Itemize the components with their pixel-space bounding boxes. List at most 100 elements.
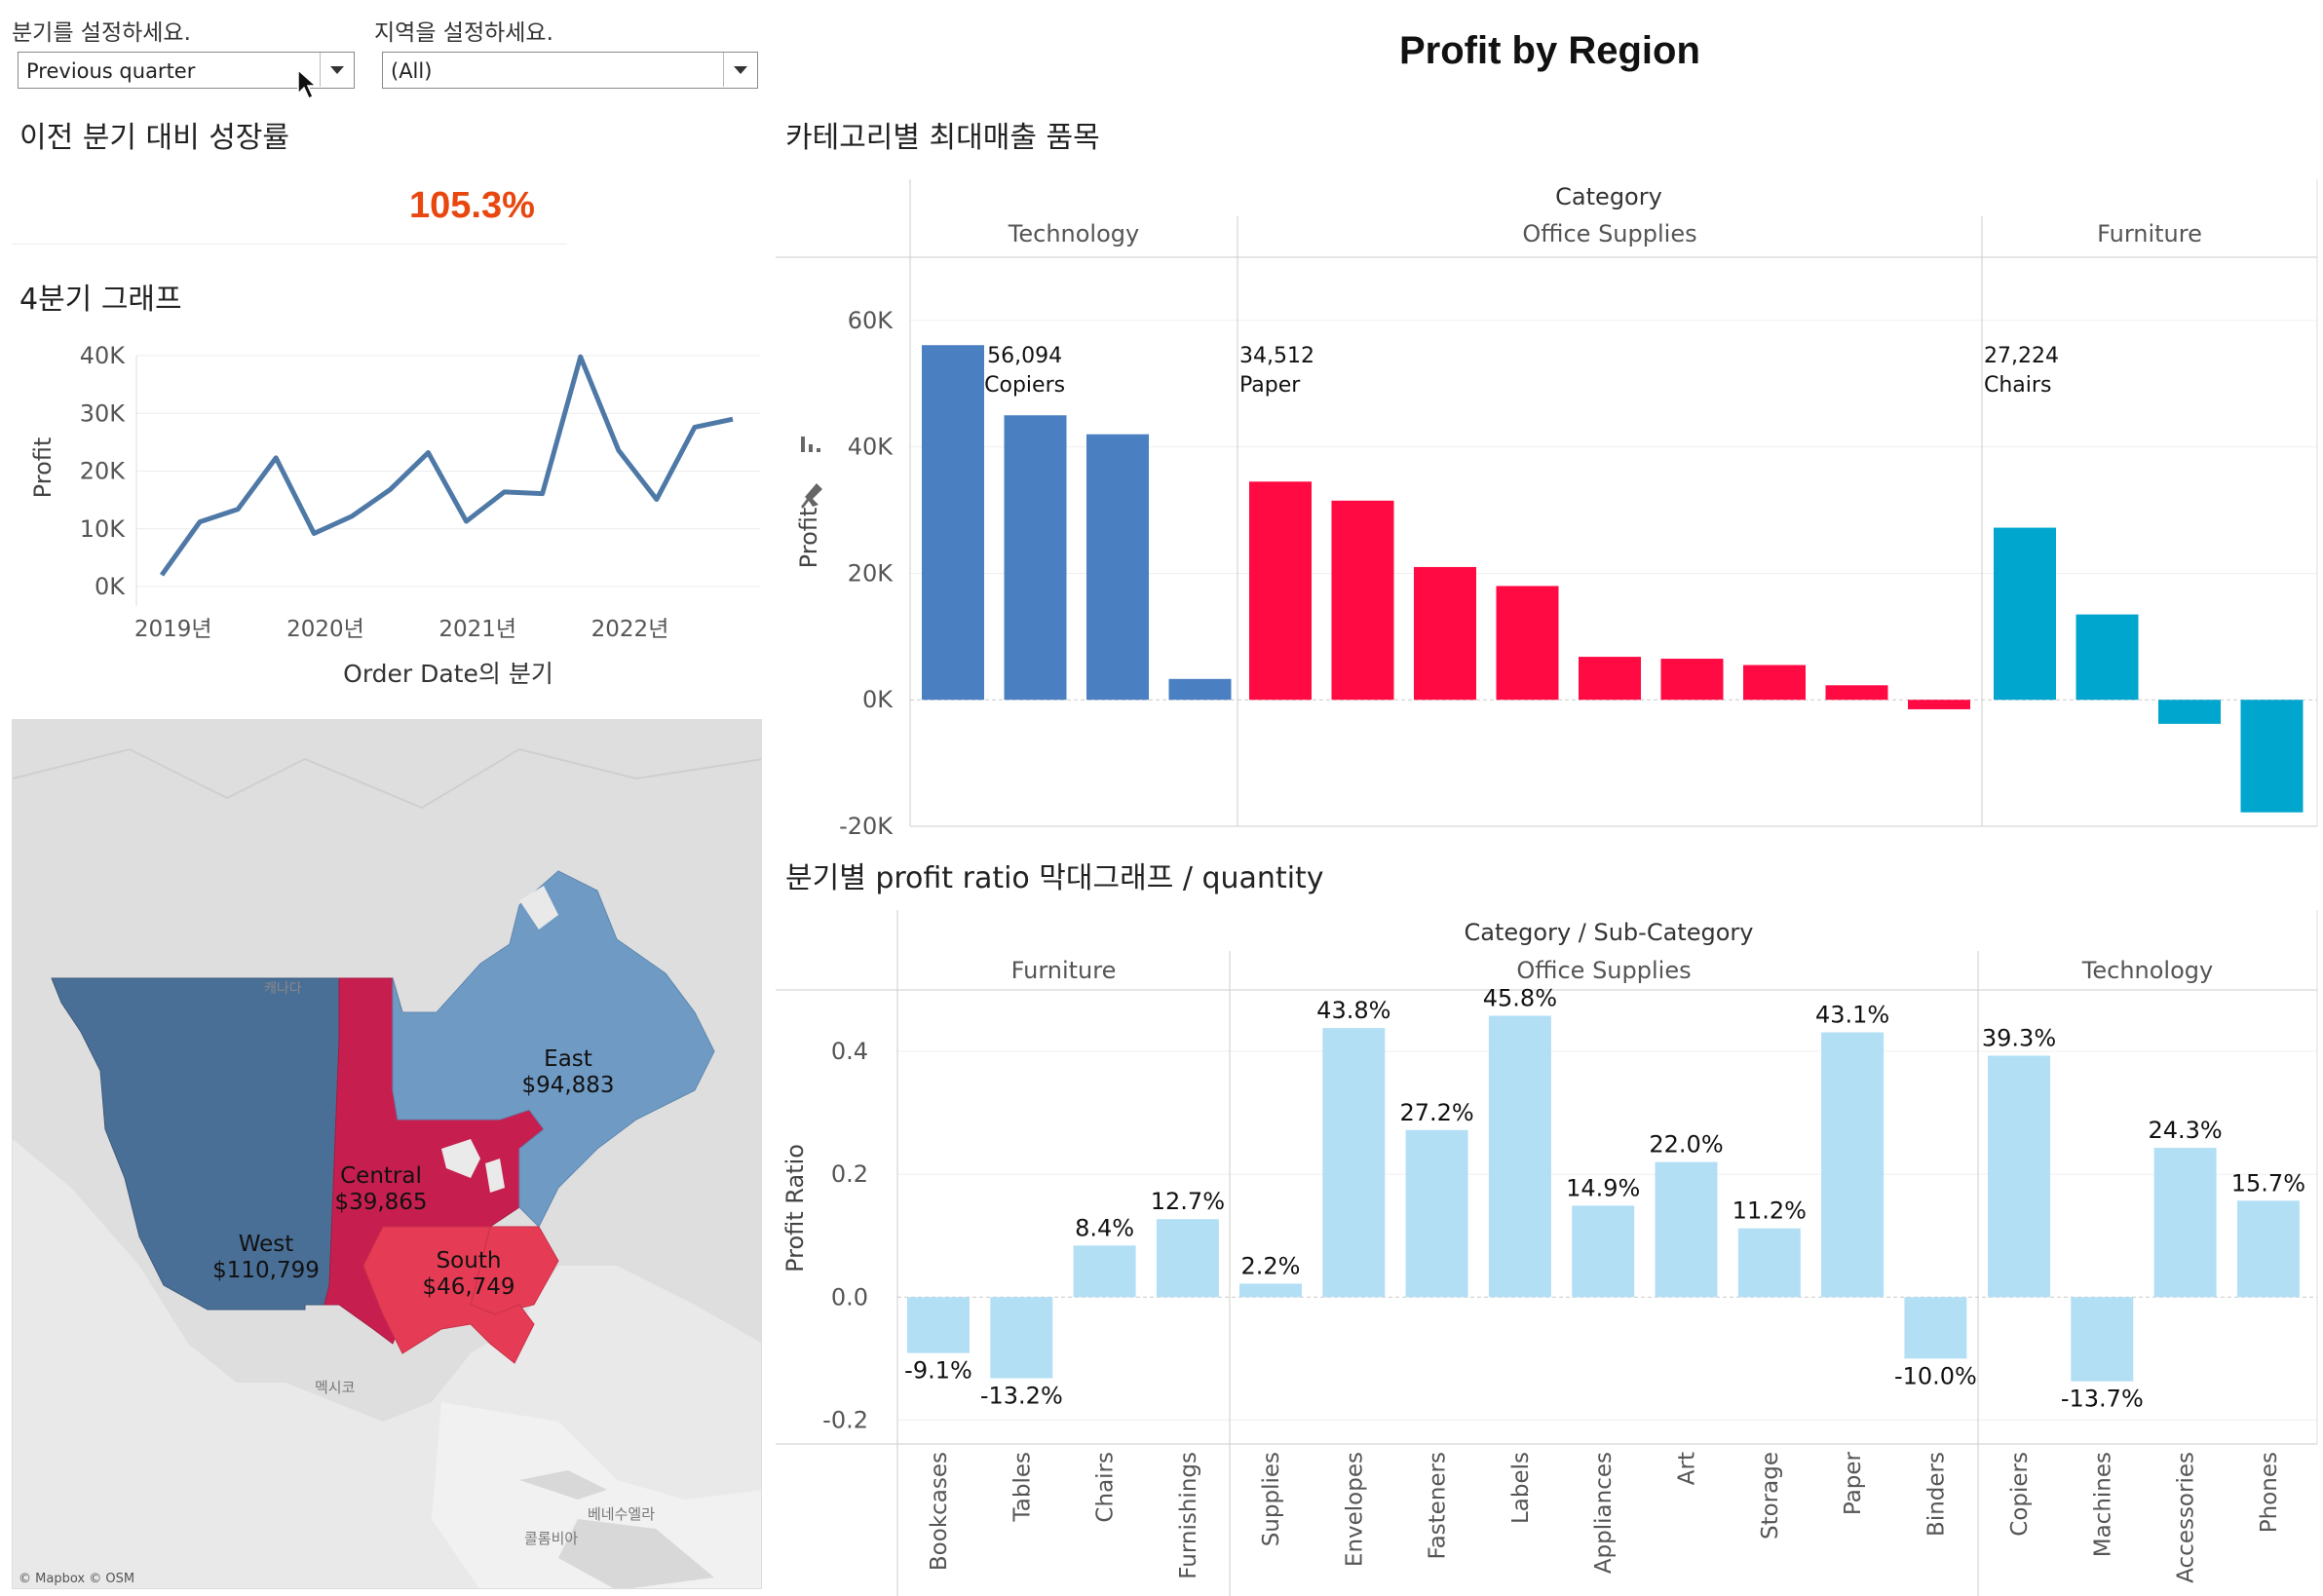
y-tick-label: 30K bbox=[80, 399, 127, 427]
ratio-bar bbox=[990, 1297, 1053, 1379]
quarter-chart-title: 4분기 그래프 bbox=[19, 283, 182, 317]
category-header: Category bbox=[1555, 183, 1662, 210]
sub-category-label: Paper bbox=[1841, 1451, 1866, 1515]
region-dropdown[interactable]: (All) bbox=[382, 52, 758, 89]
bar-annotation-label: Paper bbox=[1239, 373, 1301, 398]
map-label-south: South bbox=[437, 1248, 502, 1273]
x-tick-label: 2019년 bbox=[134, 617, 212, 642]
bar-value-label: 27.2% bbox=[1399, 1099, 1473, 1126]
ratio-bar bbox=[1156, 1219, 1219, 1298]
group-label: Furniture bbox=[1011, 957, 1117, 984]
bar-value-label: 15.7% bbox=[2231, 1169, 2305, 1197]
profit-bar bbox=[1660, 659, 1724, 701]
y-axis-label: Profit bbox=[29, 437, 57, 499]
region-map[interactable]: West $110,799 Central $39,865 East $94,8… bbox=[12, 719, 762, 1589]
bar-annotation-label: Chairs bbox=[1984, 373, 2051, 398]
sub-category-label: Art bbox=[1675, 1452, 1700, 1485]
growth-box bbox=[12, 177, 567, 245]
ratio-header: Category / Sub-Category bbox=[1465, 919, 1754, 946]
y-tick-label: 60K bbox=[848, 307, 895, 334]
ratio-bar-chart: Category / Sub-Category 0.4 0.2 0.0 -0.2 Prof… bbox=[776, 910, 2318, 1596]
bar-value-label: 45.8% bbox=[1483, 984, 1557, 1011]
quarter-line-chart: 0K 10K 20K 30K 40K 2019년 2020년 2021년 2022년 Order … bbox=[29, 342, 760, 688]
sub-category-label: Furnishings bbox=[1176, 1452, 1201, 1579]
bar-annotation-label: Copiers bbox=[984, 373, 1065, 398]
profit-bar bbox=[922, 345, 984, 701]
ratio-bar bbox=[1904, 1297, 1967, 1359]
ratio-chart-title: 분기별 profit ratio 막대그래프 / quantity bbox=[785, 861, 1324, 895]
y-tick-label: 0K bbox=[862, 686, 894, 713]
ratio-bar bbox=[1239, 1283, 1302, 1298]
profit-bar bbox=[1249, 481, 1312, 701]
ratio-bar bbox=[1073, 1245, 1136, 1298]
map-label-west: West bbox=[239, 1232, 294, 1257]
y-tick-label: 20K bbox=[848, 559, 895, 587]
y-tick-label: -20K bbox=[839, 813, 894, 838]
bar-value-label: 8.4% bbox=[1075, 1214, 1134, 1241]
map-credit: © Mapbox © OSM bbox=[19, 1572, 134, 1586]
y-tick-label: 10K bbox=[80, 515, 127, 543]
place-canada: 캐나다 bbox=[264, 981, 302, 997]
bar-value-label: 2.2% bbox=[1241, 1252, 1301, 1279]
sub-category-label: Appliances bbox=[1591, 1452, 1617, 1574]
place-venezuela: 베네수엘라 bbox=[588, 1505, 655, 1523]
profit-bar bbox=[1496, 586, 1559, 701]
ratio-bar bbox=[2071, 1297, 2134, 1382]
profit-bar bbox=[1908, 700, 1970, 709]
place-colombia: 콜롬비아 bbox=[524, 1530, 578, 1547]
category-chart-title: 카테고리별 최대매출 품목 bbox=[785, 121, 1100, 155]
ratio-bar bbox=[1655, 1161, 1718, 1298]
sub-category-label: Binders bbox=[1923, 1452, 1949, 1537]
chevron-down-icon[interactable] bbox=[320, 53, 354, 87]
map-label-east: East bbox=[544, 1046, 592, 1072]
profit-bar bbox=[1994, 527, 2056, 701]
sub-category-label: Tables bbox=[1009, 1452, 1035, 1522]
bar-value-label: 43.8% bbox=[1316, 997, 1390, 1024]
sub-category-label: Copiers bbox=[2007, 1452, 2033, 1537]
ratio-bar bbox=[2236, 1200, 2300, 1298]
quarter-dropdown-value: Previous quarter bbox=[26, 59, 196, 83]
y-tick-label: 0K bbox=[95, 573, 126, 600]
chevron-down-icon[interactable] bbox=[723, 53, 757, 87]
quarter-filter-label: 분기를 설정하세요. bbox=[12, 20, 191, 46]
sub-category-label: Fasteners bbox=[1426, 1452, 1451, 1560]
bar-value-label: -13.2% bbox=[980, 1383, 1063, 1410]
map-value-central: $39,865 bbox=[334, 1190, 427, 1215]
sub-category-label: Labels bbox=[1508, 1452, 1534, 1524]
profit-bar bbox=[1414, 566, 1476, 701]
ratio-bar bbox=[907, 1297, 970, 1353]
bar-value-label: -13.7% bbox=[2061, 1386, 2144, 1413]
ratio-bar bbox=[1821, 1032, 1885, 1298]
profit-bar bbox=[2158, 700, 2221, 724]
category-bar-chart: Category 60K 40K 20K 0K -20K Profit Technology 5… bbox=[776, 179, 2318, 838]
profit-bar bbox=[1743, 665, 1806, 701]
y-tick-label: -0.2 bbox=[822, 1406, 868, 1433]
sub-category-label: Phones bbox=[2257, 1452, 2282, 1533]
bar-value-label: 22.0% bbox=[1649, 1131, 1723, 1159]
profit-bar bbox=[1579, 657, 1641, 701]
map-value-south: $46,749 bbox=[422, 1274, 514, 1300]
bar-value-label: -9.1% bbox=[904, 1357, 972, 1385]
group-label: Furniture bbox=[2097, 220, 2202, 247]
y-tick-label: 20K bbox=[80, 458, 127, 485]
map-canvas: West $110,799 Central $39,865 East $94,8… bbox=[13, 720, 761, 1588]
y-tick-label: 40K bbox=[80, 342, 127, 369]
region-south[interactable] bbox=[362, 1226, 535, 1364]
sea-area bbox=[432, 1402, 761, 1588]
map-value-east: $94,883 bbox=[521, 1073, 614, 1098]
bar-value-label: 11.2% bbox=[1733, 1197, 1807, 1225]
bar-value-label: 43.1% bbox=[1815, 1002, 1889, 1029]
bar-value-label: 14.9% bbox=[1566, 1174, 1640, 1201]
bar-value-label: 12.7% bbox=[1151, 1188, 1225, 1215]
sub-category-label: Supplies bbox=[1259, 1452, 1284, 1546]
dashboard-title: Profit by Region bbox=[1399, 29, 1700, 72]
region-east[interactable] bbox=[392, 870, 715, 1228]
profit-bar bbox=[1825, 685, 1888, 701]
x-tick-label: 2022년 bbox=[591, 617, 669, 642]
ratio-bar bbox=[1737, 1228, 1801, 1298]
region-filter-label: 지역을 설정하세요. bbox=[374, 20, 553, 46]
profit-bar bbox=[2240, 700, 2304, 813]
group-label: Technology bbox=[1008, 220, 1139, 247]
map-value-west: $110,799 bbox=[212, 1258, 320, 1283]
sort-icon bbox=[801, 437, 820, 452]
